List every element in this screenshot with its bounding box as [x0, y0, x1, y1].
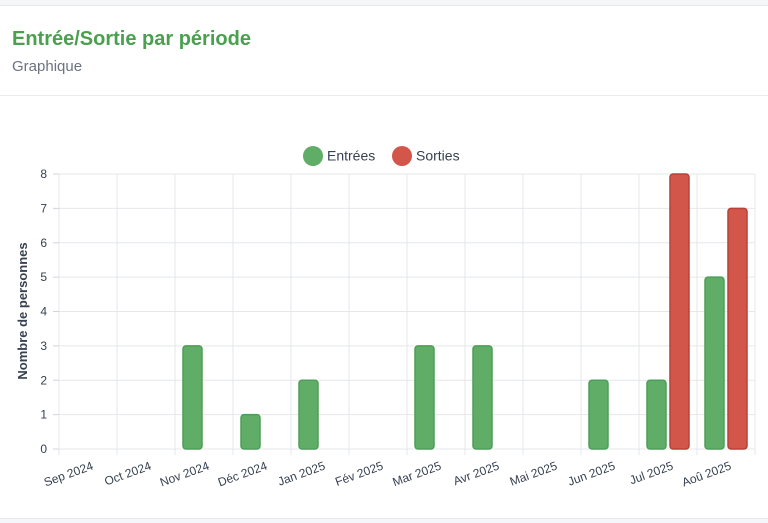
bar-entrees[interactable] — [182, 345, 203, 450]
legend: Entrées Sorties — [303, 146, 460, 166]
bar-entrees[interactable] — [646, 379, 667, 450]
page-subtitle: Graphique — [12, 58, 83, 75]
x-tick-label: Oct 2024 — [102, 459, 153, 489]
bar-entrees[interactable] — [240, 413, 261, 450]
bar-sorties[interactable] — [727, 207, 748, 450]
y-axis-title: Nombre de personnes — [15, 242, 30, 379]
y-tick-label: 0 — [40, 442, 47, 456]
bar-entrees[interactable] — [472, 345, 493, 450]
x-tick-label: Jun 2025 — [566, 459, 617, 489]
x-tick-label: Mar 2025 — [391, 459, 444, 490]
x-axis: Sep 2024 Oct 2024 Nov 2024 Déc 2024 Jan 2025… — [42, 459, 733, 490]
y-axis: 0 1 2 3 4 5 6 7 8 — [40, 167, 59, 456]
bars — [182, 173, 748, 450]
bar-sorties[interactable] — [669, 173, 690, 450]
y-tick-label: 4 — [40, 305, 47, 319]
x-tick-label: Mai 2025 — [508, 459, 559, 489]
x-tick-label: Aoû 2025 — [680, 459, 733, 490]
x-tick-label: Jul 2025 — [628, 459, 676, 488]
y-tick-label: 5 — [40, 270, 47, 284]
chart-area: Entrées Sorties Nombre de personnes 0 1 2 3… — [0, 96, 768, 518]
y-tick-label: 2 — [40, 373, 47, 387]
legend-item-entrees[interactable]: Entrées — [303, 146, 375, 166]
legend-item-sorties[interactable]: Sorties — [392, 146, 460, 166]
x-tick-label: Déc 2024 — [216, 459, 269, 490]
y-tick-label: 1 — [40, 408, 47, 422]
x-tick-label: Fév 2025 — [333, 459, 385, 489]
legend-label-entrees: Entrées — [327, 148, 375, 164]
bar-entrees[interactable] — [414, 345, 435, 450]
page-title: Entrée/Sortie par période — [12, 28, 251, 50]
legend-label-sorties: Sorties — [416, 148, 460, 164]
bar-entrees[interactable] — [298, 379, 319, 450]
grid — [58, 173, 756, 455]
legend-swatch-entrees — [303, 146, 323, 166]
bar-entrees[interactable] — [588, 379, 609, 450]
bar-entrees[interactable] — [704, 276, 725, 450]
bar-chart: Entrées Sorties Nombre de personnes 0 1 2 3… — [15, 146, 756, 490]
y-tick-label: 8 — [40, 167, 47, 181]
y-tick-label: 7 — [40, 201, 47, 215]
x-tick-label: Avr 2025 — [451, 459, 501, 489]
legend-swatch-sorties — [392, 146, 412, 166]
card-header: Entrée/Sortie par période Graphique — [0, 6, 768, 96]
x-tick-label: Sep 2024 — [42, 459, 95, 490]
y-tick-label: 3 — [40, 339, 47, 353]
chart-card: Entrée/Sortie par période Graphique Entr… — [0, 5, 768, 519]
x-tick-label: Nov 2024 — [158, 459, 211, 490]
x-tick-label: Jan 2025 — [276, 459, 327, 489]
y-tick-label: 6 — [40, 236, 47, 250]
